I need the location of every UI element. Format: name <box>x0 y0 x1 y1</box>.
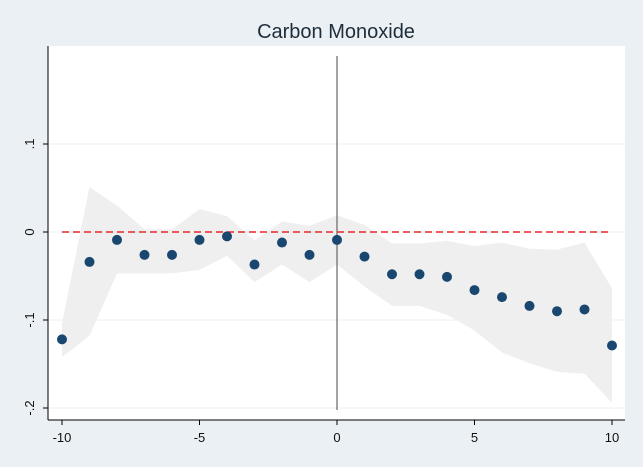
data-point <box>497 292 507 303</box>
data-point <box>57 334 67 345</box>
data-points <box>57 231 617 351</box>
data-point <box>304 249 315 260</box>
data-point <box>249 259 260 270</box>
chart-title: Carbon Monoxide <box>257 21 415 43</box>
y-tick-label: .1 <box>22 139 37 150</box>
data-point <box>524 300 535 311</box>
data-point <box>579 304 590 315</box>
data-point <box>112 234 122 245</box>
data-point <box>167 249 177 260</box>
data-point <box>332 234 342 245</box>
y-tick-label: -.1 <box>22 312 37 327</box>
x-tick-label: 0 <box>333 430 340 445</box>
data-point <box>359 251 370 262</box>
x-tick-label: 10 <box>605 430 619 445</box>
data-point <box>552 306 562 317</box>
reference-lines <box>62 56 612 410</box>
data-point <box>414 269 425 280</box>
data-point <box>442 271 452 282</box>
data-point <box>469 285 480 296</box>
x-tick-label: -5 <box>194 430 206 445</box>
data-point <box>84 256 95 267</box>
y-tick-label: 0 <box>22 228 37 235</box>
tick-labels: -10 -5 0 5 10 .1 0 -.1 -.2 <box>22 139 619 445</box>
data-point <box>607 340 617 351</box>
data-point <box>277 237 287 248</box>
data-point <box>222 231 232 242</box>
data-point <box>139 249 150 260</box>
data-point <box>194 234 205 245</box>
data-point <box>387 269 397 280</box>
y-tick-label: -.2 <box>22 400 37 415</box>
x-tick-label: -10 <box>53 430 72 445</box>
x-tick-label: 5 <box>471 430 478 445</box>
